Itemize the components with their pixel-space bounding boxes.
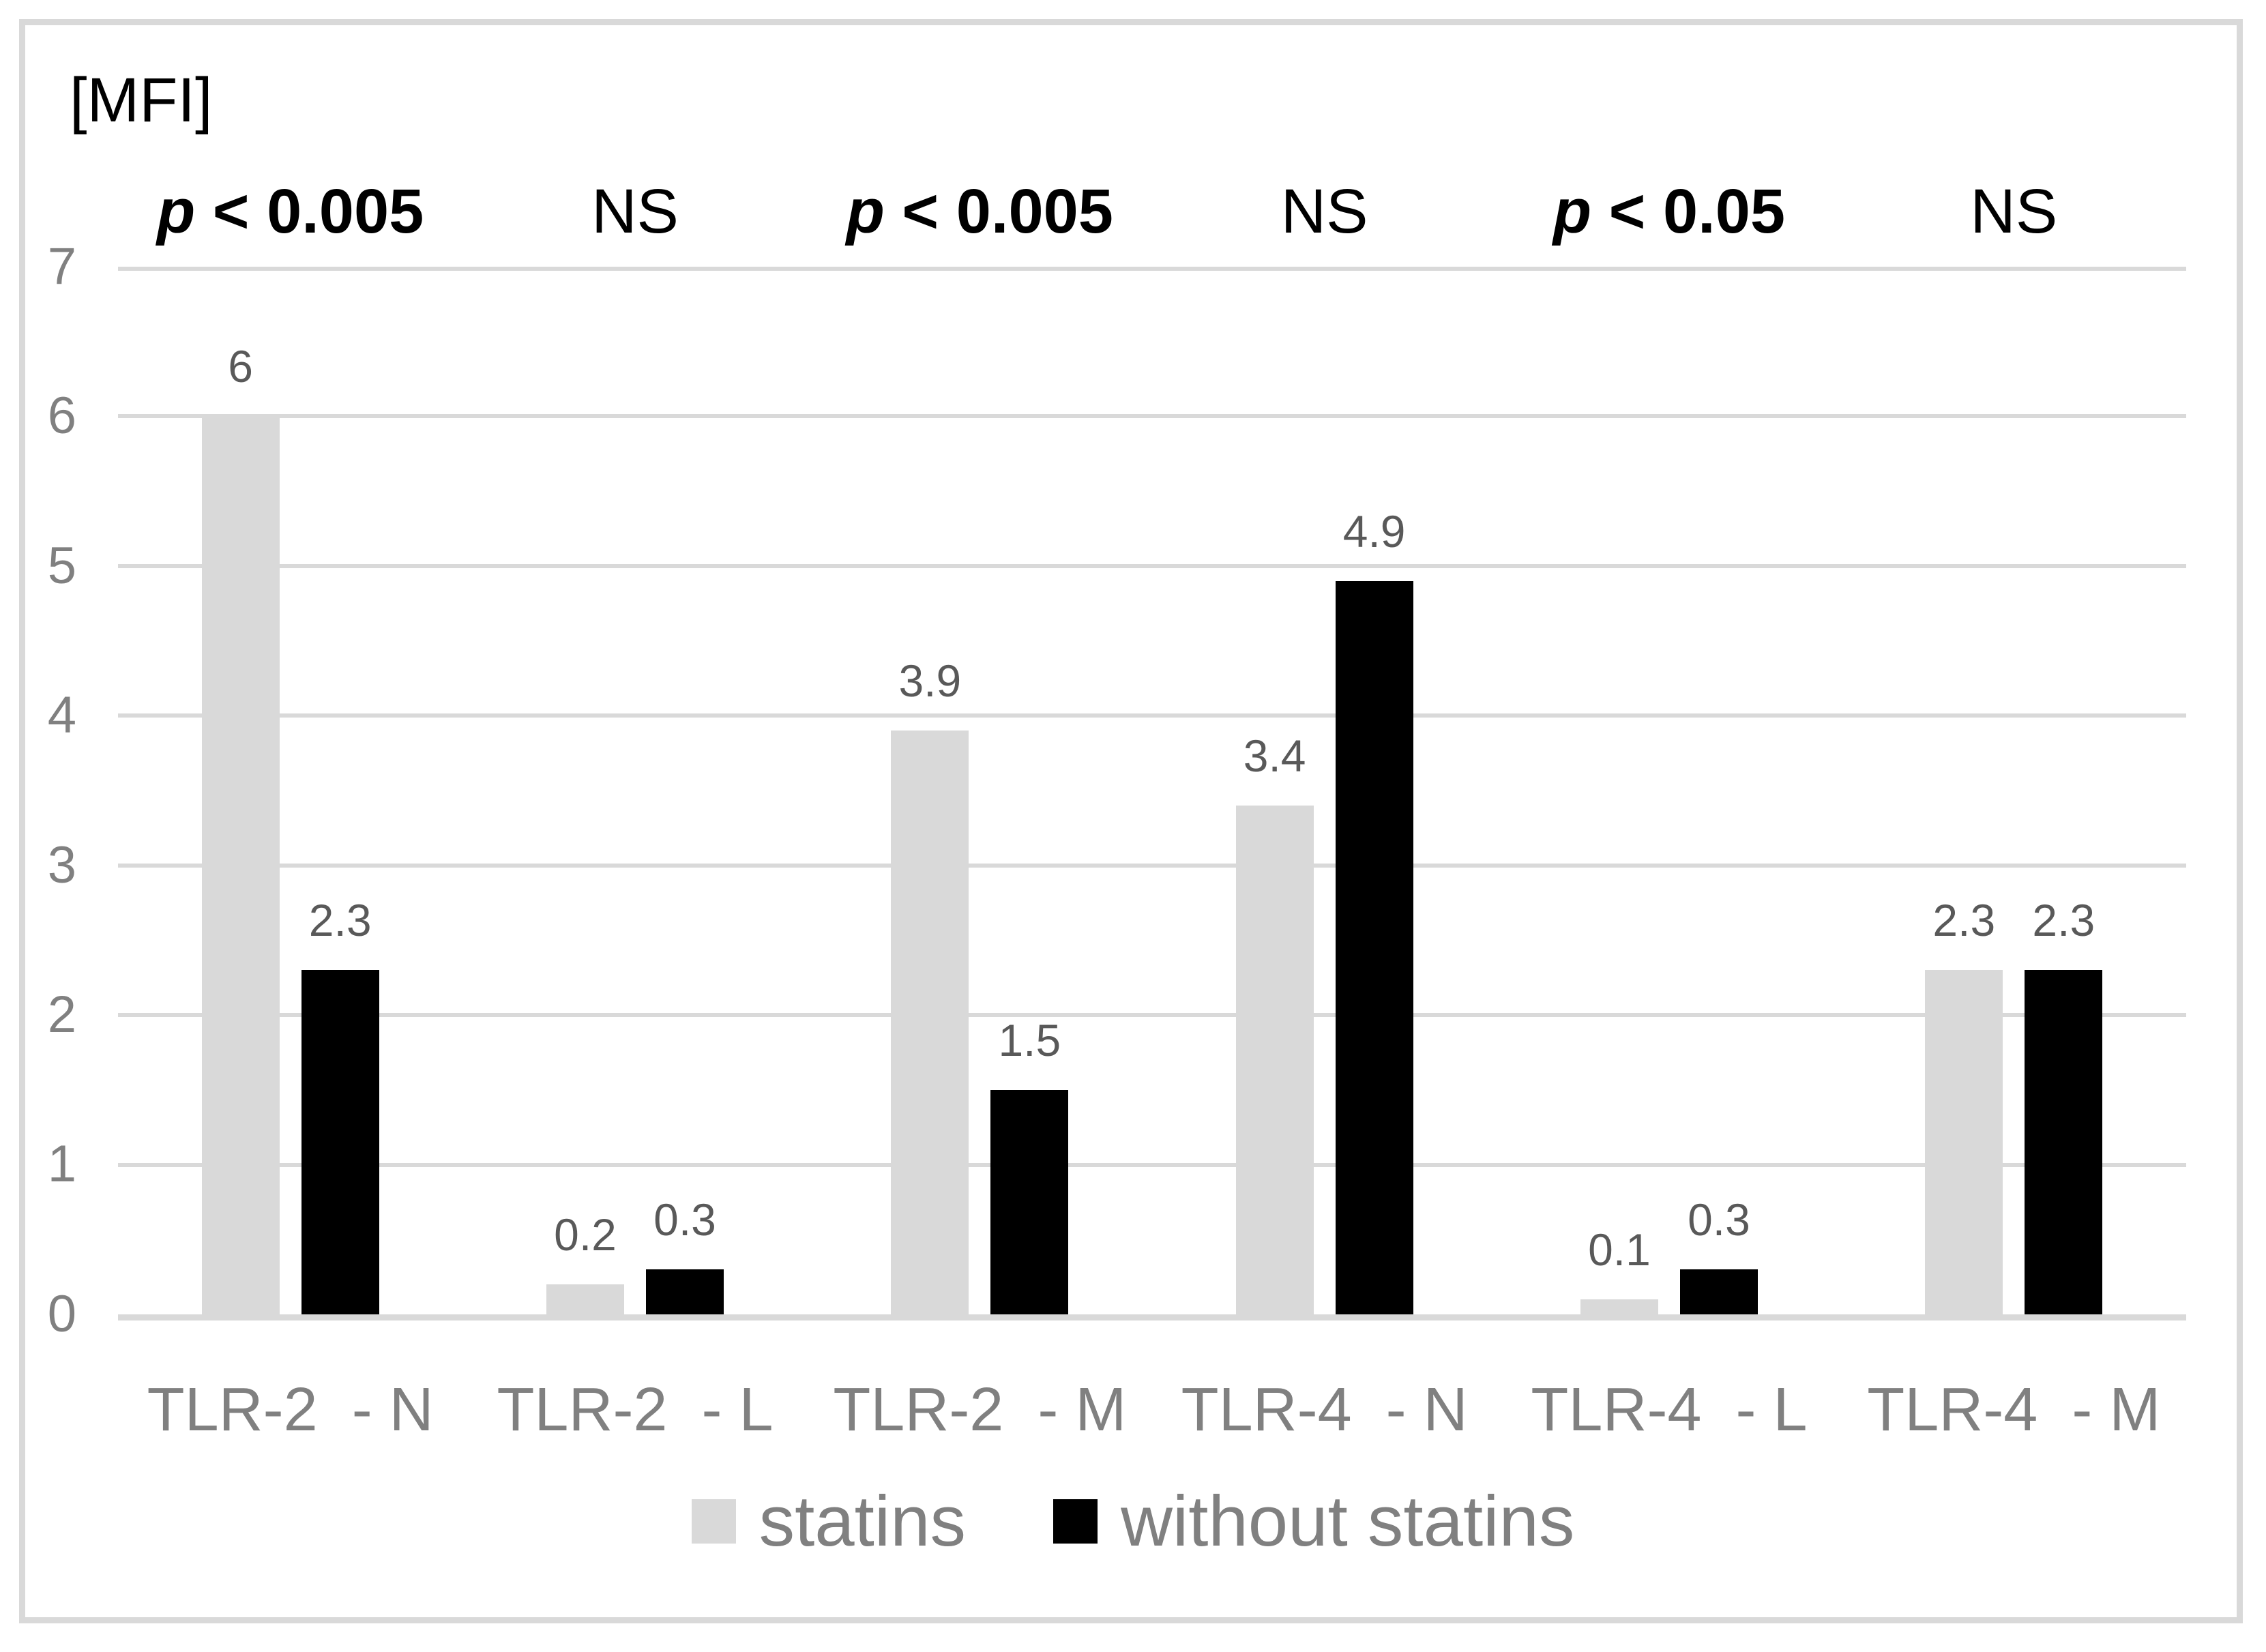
y-tick-2: 2 — [47, 986, 76, 1044]
legend-label-statins: statins — [759, 1481, 967, 1561]
bar-value-label: 0.1 — [1588, 1224, 1651, 1275]
bar-statins-tlr4n — [1235, 805, 1314, 1314]
category-label-tlr4m: TLR-4 - M — [1867, 1375, 2161, 1444]
bar-group-tlr2l: 0.2 0.3 — [462, 267, 807, 1314]
p-annotation-tlr4l: p < 0.05 — [1553, 176, 1786, 246]
y-tick-7: 7 — [47, 237, 76, 295]
bar-groups: 6 2.3 0.2 0.3 — [118, 267, 2186, 1314]
bar-without-statins-tlr2m — [990, 1089, 1069, 1314]
bar-value-label: 0.3 — [1688, 1194, 1750, 1245]
bar-value-label: 0.3 — [653, 1194, 716, 1245]
bar-group-tlr4n: 3.4 4.9 — [1152, 267, 1497, 1314]
gridline-3 — [118, 864, 2186, 868]
y-tick-0: 0 — [47, 1285, 76, 1343]
gridline-5 — [118, 564, 2186, 568]
bar-value-label: 2.3 — [2032, 895, 2095, 946]
p-annotation-cell: NS — [1152, 167, 1497, 256]
bar-group-tlr4l: 0.1 0.3 — [1497, 267, 1841, 1314]
y-tick-1: 1 — [47, 1135, 76, 1193]
bar-column: 0.3 — [1679, 267, 1758, 1314]
legend-swatch-statins — [691, 1499, 736, 1544]
bar-value-label: 2.3 — [308, 895, 372, 946]
bar-statins-tlr2n — [201, 416, 280, 1314]
p-annotation-cell: p < 0.05 — [1497, 167, 1841, 256]
category-label-tlr2l: TLR-2 - L — [497, 1375, 774, 1444]
y-tick-6: 6 — [47, 387, 76, 445]
p-annotation-tlr4m: NS — [1970, 176, 2058, 246]
bar-column: 2.3 — [301, 267, 379, 1314]
chart-legend: statins without statins — [0, 1481, 2266, 1561]
y-tick-5: 5 — [47, 537, 76, 595]
bar-column: 6 — [201, 267, 280, 1314]
bar-value-label: 6 — [228, 341, 254, 392]
bar-column: 4.9 — [1335, 267, 1413, 1314]
x-axis-category-labels: TLR-2 - N TLR-2 - L TLR-2 - M TLR-4 - N … — [118, 1372, 2186, 1447]
bar-without-statins-tlr4n — [1335, 580, 1413, 1314]
category-label-tlr2n: TLR-2 - N — [147, 1375, 434, 1444]
legend-label-without-statins: without statins — [1121, 1481, 1575, 1561]
bar-value-label: 3.9 — [898, 655, 962, 707]
p-annotation-tlr4n: NS — [1280, 176, 1368, 246]
bar-column: 2.3 — [2025, 267, 2103, 1314]
p-annotation-tlr2n: p < 0.005 — [157, 176, 424, 246]
y-tick-4: 4 — [47, 686, 76, 744]
bar-group-tlr2n: 6 2.3 — [118, 267, 462, 1314]
p-value-annotation-row: p < 0.005 NS p < 0.005 NS p < 0.05 NS — [118, 167, 2186, 256]
bar-column: 3.4 — [1235, 267, 1314, 1314]
bar-column: 1.5 — [990, 267, 1069, 1314]
p-annotation-tlr2m: p < 0.005 — [846, 176, 1113, 246]
bar-value-label: 4.9 — [1342, 505, 1406, 557]
bar-statins-tlr4l — [1580, 1299, 1658, 1314]
bar-statins-tlr2l — [546, 1284, 624, 1314]
bar-value-label: 0.2 — [554, 1209, 617, 1260]
bar-without-statins-tlr2l — [645, 1269, 724, 1314]
bar-column: 2.3 — [1925, 267, 2003, 1314]
p-annotation-cell: p < 0.005 — [808, 167, 1152, 256]
y-axis-unit-label: [MFI] — [70, 65, 213, 135]
y-axis: 7 6 5 4 3 2 1 0 — [0, 0, 80, 1652]
bar-column: 0.3 — [645, 267, 724, 1314]
legend-entry-statins: statins — [691, 1481, 967, 1561]
x-axis-baseline — [118, 1314, 2186, 1321]
bar-value-label: 1.5 — [998, 1014, 1061, 1065]
gridline-6 — [118, 414, 2186, 418]
bar-value-label: 3.4 — [1243, 730, 1306, 781]
plot-area: 6 2.3 0.2 0.3 — [118, 267, 2186, 1321]
bar-statins-tlr4m — [1925, 970, 2003, 1314]
y-tick-3: 3 — [47, 836, 76, 894]
gridline-1 — [118, 1163, 2186, 1167]
legend-swatch-without-statins — [1053, 1499, 1098, 1544]
bar-column: 3.9 — [891, 267, 969, 1314]
bar-column: 0.1 — [1580, 267, 1658, 1314]
bar-without-statins-tlr4l — [1679, 1269, 1758, 1314]
bar-value-label: 2.3 — [1932, 895, 1996, 946]
bar-without-statins-tlr4m — [2025, 970, 2103, 1314]
p-annotation-tlr2l: NS — [591, 176, 679, 246]
legend-entry-without-statins: without statins — [1053, 1486, 1574, 1557]
category-label-tlr2m: TLR-2 - M — [833, 1375, 1127, 1444]
bar-group-tlr2m: 3.9 1.5 — [808, 267, 1152, 1314]
bar-statins-tlr2m — [891, 731, 969, 1314]
bar-group-tlr4m: 2.3 2.3 — [1842, 267, 2186, 1314]
bar-column: 0.2 — [546, 267, 624, 1314]
p-annotation-cell: NS — [1842, 167, 2186, 256]
category-label-tlr4n: TLR-4 - N — [1181, 1375, 1468, 1444]
bar-without-statins-tlr2n — [301, 970, 379, 1314]
category-label-tlr4l: TLR-4 - L — [1531, 1375, 1808, 1444]
p-annotation-cell: p < 0.005 — [118, 167, 462, 256]
gridline-4 — [118, 713, 2186, 718]
gridline-7 — [118, 267, 2186, 271]
p-annotation-cell: NS — [462, 167, 807, 256]
gridline-2 — [118, 1013, 2186, 1017]
